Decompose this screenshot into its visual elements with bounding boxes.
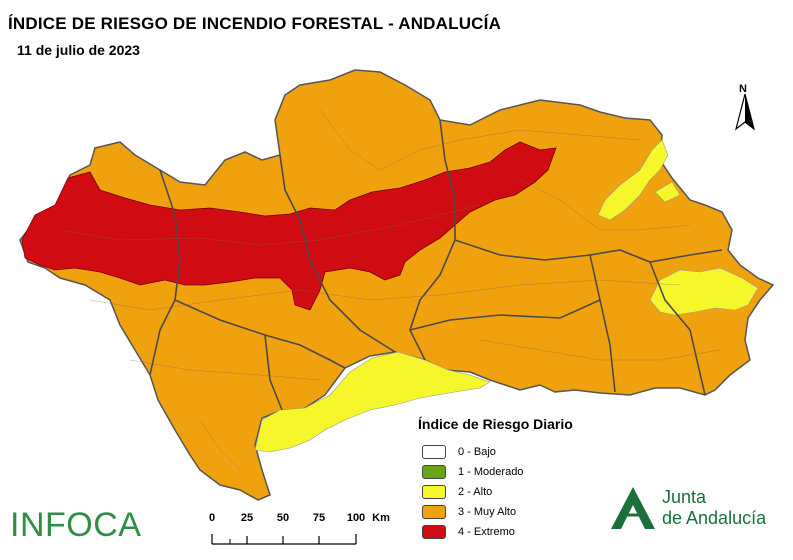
legend-label: 4 - Extremo	[458, 526, 515, 538]
legend-item-extremo: 4 - Extremo	[422, 522, 618, 542]
scale-bar: 0 25 50 75 100 Km	[204, 512, 394, 552]
zone-high-east	[597, 139, 669, 221]
legend-label: 0 - Bajo	[458, 446, 496, 458]
legend-item-moderado: 1 - Moderado	[422, 462, 618, 482]
map-date: 11 de julio de 2023	[17, 42, 140, 58]
legend-swatch	[422, 505, 446, 519]
junta-andalucia-logo-icon	[611, 487, 655, 529]
region-andalucia	[19, 69, 775, 501]
province-borders	[149, 119, 723, 411]
scale-tick-label: 50	[276, 512, 290, 524]
junta-line2: de Andalucía	[662, 508, 767, 528]
zone-extreme	[21, 141, 557, 311]
scale-tick-label: 75	[312, 512, 326, 524]
scale-tick-label: 0	[208, 512, 216, 524]
map-title: ÍNDICE DE RIESGO DE INCENDIO FORESTAL - …	[8, 14, 502, 33]
junta-andalucia-wordmark: Junta de Andalucía	[662, 487, 766, 529]
north-label: N	[739, 83, 747, 95]
legend-item-muy-alto: 3 - Muy Alto	[422, 502, 618, 522]
zone-high-coast	[254, 351, 491, 453]
zone-high-east2	[654, 181, 681, 203]
legend-item-alto: 2 - Alto	[422, 482, 618, 502]
zone-high-almeria	[649, 267, 759, 316]
scale-tick-label: 100	[346, 512, 366, 524]
legend-swatch	[422, 525, 446, 539]
junta-line1: Junta	[662, 487, 707, 507]
scale-tick-label: 25	[240, 512, 254, 524]
legend-label: 2 - Alto	[458, 486, 493, 498]
legend-swatch	[422, 465, 446, 479]
legend-title: Índice de Riesgo Diario	[418, 416, 573, 432]
legend-label: 1 - Moderado	[458, 466, 524, 478]
legend-label: 3 - Muy Alto	[458, 506, 517, 518]
legend: Índice de Riesgo Diario 0 - Bajo 1 - Mod…	[418, 416, 618, 542]
north-arrow-icon	[734, 93, 756, 131]
municipal-borders	[59, 109, 721, 471]
legend-swatch	[422, 445, 446, 459]
legend-item-bajo: 0 - Bajo	[422, 442, 618, 462]
scale-unit: Km	[372, 512, 390, 524]
infoca-logo: INFOCA	[10, 506, 142, 544]
legend-swatch	[422, 485, 446, 499]
scale-bar-graphic	[211, 534, 357, 545]
